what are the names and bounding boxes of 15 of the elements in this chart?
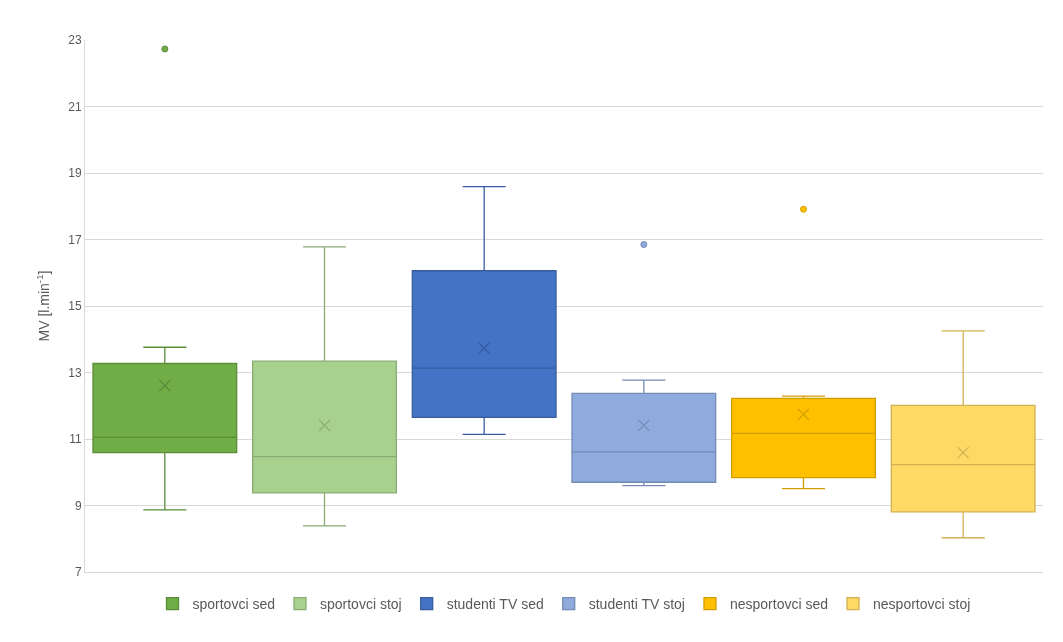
legend-label: studenti TV sed <box>446 596 544 613</box>
y-tick-label: 23 <box>68 33 82 48</box>
legend-label: sportovci stoj <box>319 596 402 613</box>
y-tick-label: 17 <box>68 232 82 247</box>
legend-label: nesportovci stoj <box>873 596 971 613</box>
y-tick-label: 9 <box>74 498 82 513</box>
y-tick-label: 21 <box>68 99 82 114</box>
y-tick-label: 15 <box>68 299 82 314</box>
legend-label: studenti TV stoj <box>588 596 685 613</box>
legend-label: sportovci sed <box>192 596 275 613</box>
y-tick-label: 11 <box>69 432 82 447</box>
y-tick-label: 13 <box>68 365 82 380</box>
legend-label: nesportovci sed <box>729 596 829 613</box>
y-tick-label: 7 <box>74 565 82 580</box>
y-tick-label: 19 <box>68 166 82 181</box>
